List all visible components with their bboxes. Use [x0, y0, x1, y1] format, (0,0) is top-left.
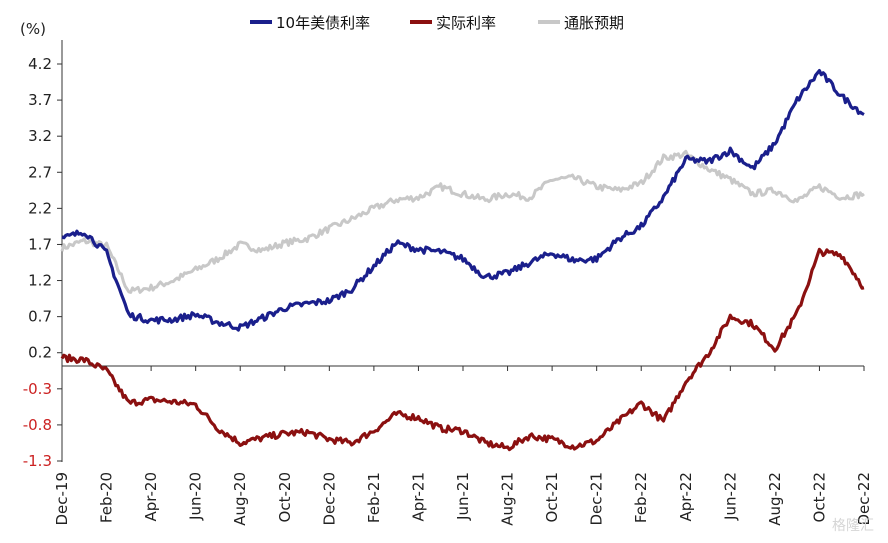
- y-tick-label: 0.7: [28, 308, 52, 326]
- y-tick-label: -0.8: [23, 416, 52, 434]
- series-line-2: [60, 149, 865, 294]
- watermark: 格隆汇: [832, 518, 874, 534]
- y-tick-label: 1.2: [28, 272, 52, 290]
- x-tick-label: Aug-21: [499, 472, 517, 526]
- x-tick-label: Apr-20: [142, 472, 160, 522]
- y-tick-label: 1.7: [28, 235, 52, 253]
- y-tick-label: 0.2: [28, 344, 52, 362]
- y-tick-label: 4.2: [28, 55, 52, 73]
- x-tick-label: Oct-22: [810, 472, 828, 522]
- y-axis: 4.2 3.7 3.2 2.7 2.2 1.7 1.2 0.7 0.2 -0.3 -0.8 -1.3: [23, 40, 63, 470]
- x-tick-label: Oct-21: [543, 472, 561, 522]
- x-tick-label: Dec-21: [588, 472, 606, 526]
- x-tick-label: Dec-22: [855, 472, 873, 526]
- y-tick-label: -0.3: [23, 380, 52, 398]
- x-tick-label: Feb-20: [98, 472, 116, 523]
- y-tick-label: 3.7: [28, 91, 52, 109]
- x-tick-label: Feb-21: [365, 472, 383, 523]
- y-tick-label: 3.2: [28, 127, 52, 145]
- legend: 10年美债利率 实际利率 通胀预期: [250, 14, 624, 32]
- series-layer: [60, 69, 865, 452]
- legend-label: 实际利率: [436, 14, 496, 32]
- series-line-1: [60, 247, 865, 452]
- x-tick-label: Dec-20: [320, 472, 338, 526]
- x-tick-label: Dec-19: [53, 472, 71, 526]
- legend-label: 10年美债利率: [276, 14, 370, 32]
- x-tick-label: Jun-22: [721, 472, 739, 521]
- x-tick-label: Apr-21: [409, 472, 427, 522]
- x-tick-label: Aug-20: [231, 472, 249, 526]
- x-tick-label: Apr-22: [677, 472, 695, 522]
- y-tick-label: 2.7: [28, 163, 52, 181]
- y-tick-label: -1.3: [23, 452, 52, 470]
- y-axis-unit: (%): [20, 20, 46, 38]
- x-tick-label: Jun-20: [187, 472, 205, 521]
- x-tick-label: Jun-21: [454, 472, 472, 521]
- x-axis: Dec-19 Feb-20 Apr-20 Jun-20 Aug-20 Oct-20 Dec-…: [53, 365, 873, 526]
- x-tick-label: Aug-22: [766, 472, 784, 526]
- x-tick-label: Feb-22: [632, 472, 650, 523]
- series-line-0: [61, 69, 865, 332]
- legend-label: 通胀预期: [564, 14, 624, 32]
- x-tick-label: Oct-20: [276, 472, 294, 522]
- y-tick-label: 2.2: [28, 199, 52, 217]
